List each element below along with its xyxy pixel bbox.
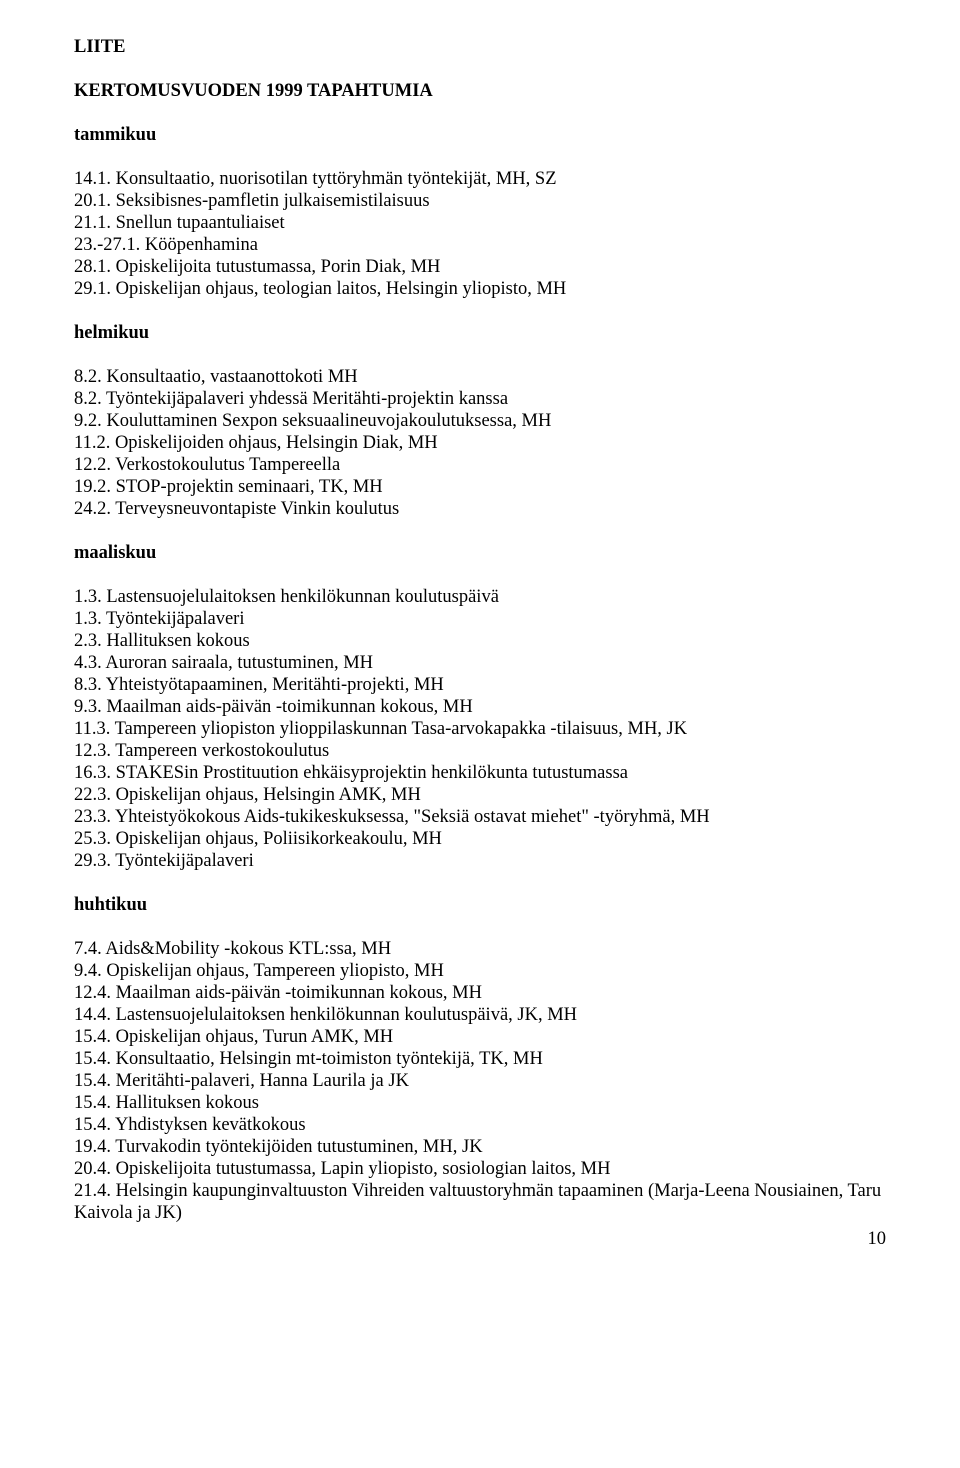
event-line: 9.2. Kouluttaminen Sexpon seksuaalineuvo… — [74, 410, 886, 432]
event-line: 2.3. Hallituksen kokous — [74, 630, 886, 652]
event-line: 12.4. Maailman aids-päivän -toimikunnan … — [74, 982, 886, 1004]
month-items-tammikuu: 14.1. Konsultaatio, nuorisotilan tyttöry… — [74, 168, 886, 300]
event-line: 8.2. Konsultaatio, vastaanottokoti MH — [74, 366, 886, 388]
event-line: 1.3. Lastensuojelulaitoksen henkilökunna… — [74, 586, 886, 608]
event-line: 29.3. Työntekijäpalaveri — [74, 850, 886, 872]
event-line: 15.4. Hallituksen kokous — [74, 1092, 886, 1114]
event-line: 12.3. Tampereen verkostokoulutus — [74, 740, 886, 762]
event-line: 19.2. STOP-projektin seminaari, TK, MH — [74, 476, 886, 498]
event-line: 22.3. Opiskelijan ohjaus, Helsingin AMK,… — [74, 784, 886, 806]
month-heading-tammikuu: tammikuu — [74, 124, 886, 146]
event-line: 4.3. Auroran sairaala, tutustuminen, MH — [74, 652, 886, 674]
event-line: 8.2. Työntekijäpalaveri yhdessä Meritäht… — [74, 388, 886, 410]
event-line: 24.2. Terveysneuvontapiste Vinkin koulut… — [74, 498, 886, 520]
event-line: 15.4. Yhdistyksen kevätkokous — [74, 1114, 886, 1136]
month-heading-helmikuu: helmikuu — [74, 322, 886, 344]
event-line: 21.1. Snellun tupaantuliaiset — [74, 212, 886, 234]
event-line: 1.3. Työntekijäpalaveri — [74, 608, 886, 630]
event-line: 25.3. Opiskelijan ohjaus, Poliisikorkeak… — [74, 828, 886, 850]
event-line: 11.2. Opiskelijoiden ohjaus, Helsingin D… — [74, 432, 886, 454]
event-line: 14.1. Konsultaatio, nuorisotilan tyttöry… — [74, 168, 886, 190]
event-line: 20.1. Seksibisnes-pamfletin julkaisemist… — [74, 190, 886, 212]
event-line: 29.1. Opiskelijan ohjaus, teologian lait… — [74, 278, 886, 300]
event-line: 9.3. Maailman aids-päivän -toimikunnan k… — [74, 696, 886, 718]
event-line: 15.4. Konsultaatio, Helsingin mt-toimist… — [74, 1048, 886, 1070]
month-heading-huhtikuu: huhtikuu — [74, 894, 886, 916]
event-line: 23.3. Yhteistyökokous Aids-tukikeskukses… — [74, 806, 886, 828]
month-heading-maaliskuu: maaliskuu — [74, 542, 886, 564]
event-line: 8.3. Yhteistyötapaaminen, Meritähti-proj… — [74, 674, 886, 696]
event-line: 7.4. Aids&Mobility -kokous KTL:ssa, MH — [74, 938, 886, 960]
event-line: 16.3. STAKESin Prostituution ehkäisyproj… — [74, 762, 886, 784]
doc-subtitle: KERTOMUSVUODEN 1999 TAPAHTUMIA — [74, 80, 886, 102]
event-line: 11.3. Tampereen yliopiston ylioppilaskun… — [74, 718, 886, 740]
event-line: 12.2. Verkostokoulutus Tampereella — [74, 454, 886, 476]
event-line: 20.4. Opiskelijoita tutustumassa, Lapin … — [74, 1158, 886, 1180]
doc-title: LIITE — [74, 36, 886, 58]
event-line: 15.4. Opiskelijan ohjaus, Turun AMK, MH — [74, 1026, 886, 1048]
event-line: 9.4. Opiskelijan ohjaus, Tampereen yliop… — [74, 960, 886, 982]
event-line: 15.4. Meritähti-palaveri, Hanna Laurila … — [74, 1070, 886, 1092]
event-line: 21.4. Helsingin kaupunginvaltuuston Vihr… — [74, 1180, 886, 1224]
month-items-maaliskuu: 1.3. Lastensuojelulaitoksen henkilökunna… — [74, 586, 886, 872]
month-items-huhtikuu: 7.4. Aids&Mobility -kokous KTL:ssa, MH 9… — [74, 938, 886, 1224]
event-line: 23.-27.1. Kööpenhamina — [74, 234, 886, 256]
event-line: 28.1. Opiskelijoita tutustumassa, Porin … — [74, 256, 886, 278]
event-line: 14.4. Lastensuojelulaitoksen henkilökunn… — [74, 1004, 886, 1026]
page-number: 10 — [74, 1228, 886, 1250]
month-items-helmikuu: 8.2. Konsultaatio, vastaanottokoti MH 8.… — [74, 366, 886, 520]
event-line: 19.4. Turvakodin työntekijöiden tutustum… — [74, 1136, 886, 1158]
